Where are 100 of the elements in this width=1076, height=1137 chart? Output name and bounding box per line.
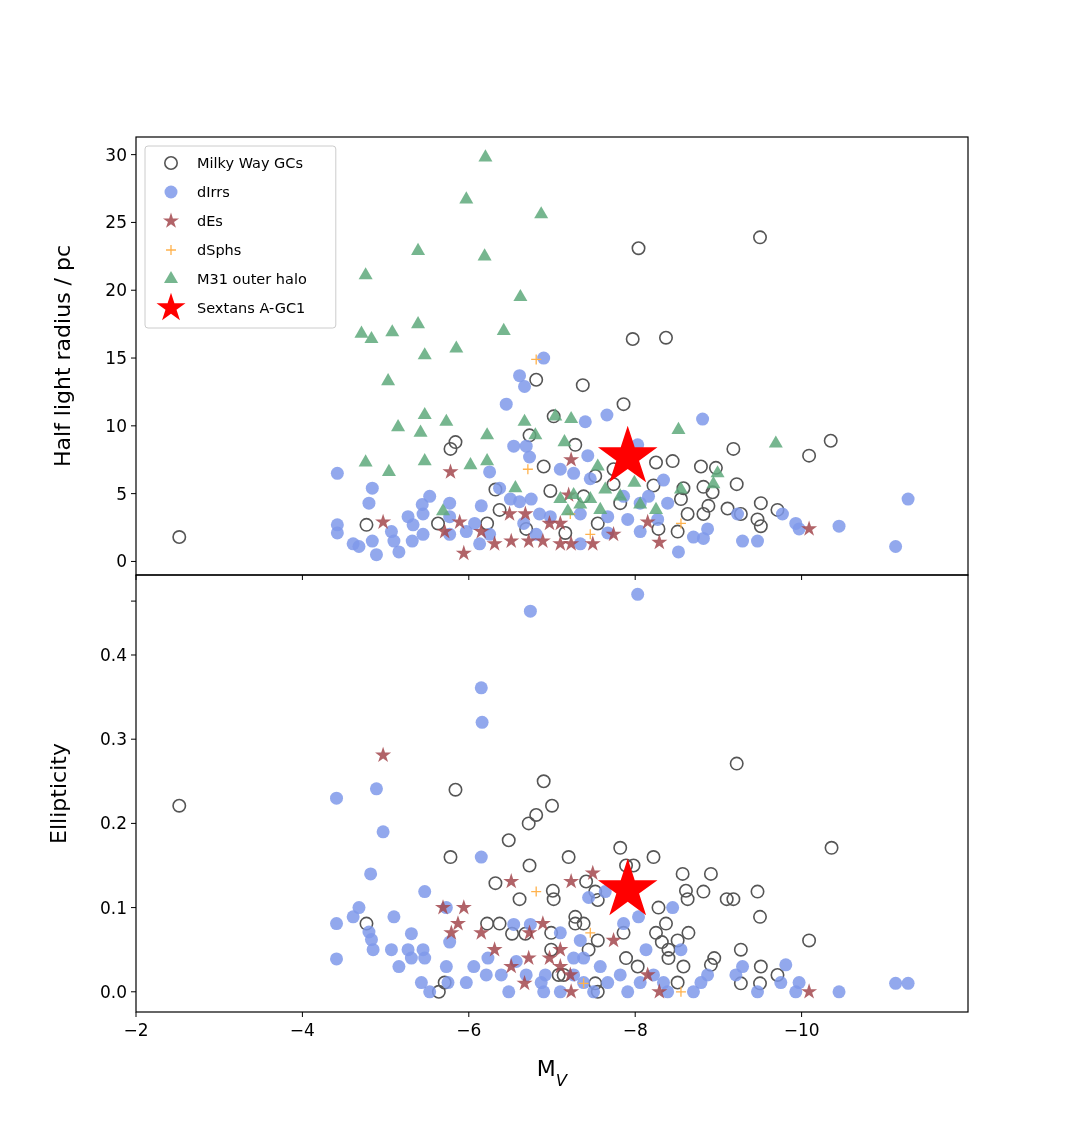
point xyxy=(411,242,426,255)
point xyxy=(358,267,373,280)
point xyxy=(442,463,459,479)
point xyxy=(568,437,583,452)
point xyxy=(606,477,621,492)
point xyxy=(563,873,580,889)
point xyxy=(552,941,569,957)
point xyxy=(522,463,534,475)
point xyxy=(651,534,668,550)
point xyxy=(706,476,721,489)
legend-label: M31 outer halo xyxy=(197,271,307,287)
point xyxy=(541,949,558,965)
point xyxy=(753,230,767,245)
point xyxy=(528,427,543,440)
point xyxy=(520,949,537,965)
point xyxy=(359,517,374,532)
point xyxy=(519,521,534,536)
point xyxy=(513,288,528,302)
point xyxy=(375,746,392,763)
point xyxy=(521,924,538,940)
point xyxy=(496,322,511,335)
point xyxy=(801,983,818,999)
point xyxy=(364,330,379,344)
point xyxy=(391,419,406,432)
point xyxy=(520,532,537,548)
point xyxy=(434,899,452,915)
point xyxy=(696,506,711,521)
point xyxy=(486,535,503,551)
point xyxy=(375,513,392,529)
point xyxy=(413,424,428,437)
point xyxy=(530,885,542,898)
point xyxy=(486,941,503,957)
point xyxy=(552,958,569,974)
x-tick-label: −2 xyxy=(123,1020,149,1040)
point xyxy=(584,864,601,880)
x-tick-label: −6 xyxy=(456,1020,482,1040)
point xyxy=(417,347,432,360)
y-axis-title: Half light radius / pc xyxy=(50,244,75,468)
point xyxy=(705,485,720,500)
x-tick-label: −4 xyxy=(289,1020,315,1040)
point xyxy=(534,915,551,931)
point xyxy=(673,492,688,507)
point xyxy=(616,397,631,412)
y-tick-label: 25 xyxy=(105,212,127,233)
point xyxy=(536,459,551,474)
point xyxy=(436,503,451,516)
point xyxy=(802,448,817,463)
point xyxy=(385,324,400,337)
point xyxy=(443,441,458,456)
point xyxy=(480,516,495,531)
point xyxy=(631,241,646,256)
point xyxy=(478,149,493,162)
point xyxy=(823,433,838,448)
point xyxy=(455,899,472,915)
point xyxy=(583,490,598,504)
point xyxy=(593,501,608,514)
point xyxy=(675,517,687,530)
point xyxy=(605,525,622,542)
y-axis-title: Ellipticity xyxy=(46,743,71,844)
point xyxy=(473,523,490,539)
y-tick-label: 0.0 xyxy=(99,981,127,1002)
point xyxy=(477,248,492,261)
y-tick-label: 5 xyxy=(116,483,127,504)
y-tick-label: 15 xyxy=(105,348,127,369)
point xyxy=(563,451,580,467)
point xyxy=(801,520,818,536)
point xyxy=(613,488,628,501)
point xyxy=(411,316,426,329)
point xyxy=(680,506,695,521)
point xyxy=(639,966,656,982)
point xyxy=(473,924,490,940)
legend-label: dSphs xyxy=(197,242,242,258)
point xyxy=(675,986,687,998)
point xyxy=(436,523,453,539)
point xyxy=(517,505,534,521)
point xyxy=(517,413,532,426)
point xyxy=(563,535,580,551)
point xyxy=(381,373,396,386)
point xyxy=(534,532,551,548)
point xyxy=(605,931,622,948)
point xyxy=(588,469,603,484)
point xyxy=(770,502,785,517)
legend-label: dEs xyxy=(197,213,223,229)
y-tick-label: 0.3 xyxy=(99,729,127,750)
x-tick-label: −8 xyxy=(622,1020,648,1040)
y-tick-label: 20 xyxy=(105,280,127,301)
point xyxy=(627,474,642,487)
point xyxy=(696,479,711,494)
point xyxy=(649,501,664,514)
point xyxy=(503,958,520,974)
point xyxy=(358,454,373,467)
point xyxy=(381,463,396,476)
point xyxy=(448,435,463,450)
point xyxy=(649,455,663,470)
point xyxy=(516,974,533,991)
point xyxy=(639,513,656,529)
point xyxy=(646,478,661,493)
point xyxy=(665,454,680,469)
point xyxy=(463,457,478,470)
point xyxy=(417,453,432,466)
